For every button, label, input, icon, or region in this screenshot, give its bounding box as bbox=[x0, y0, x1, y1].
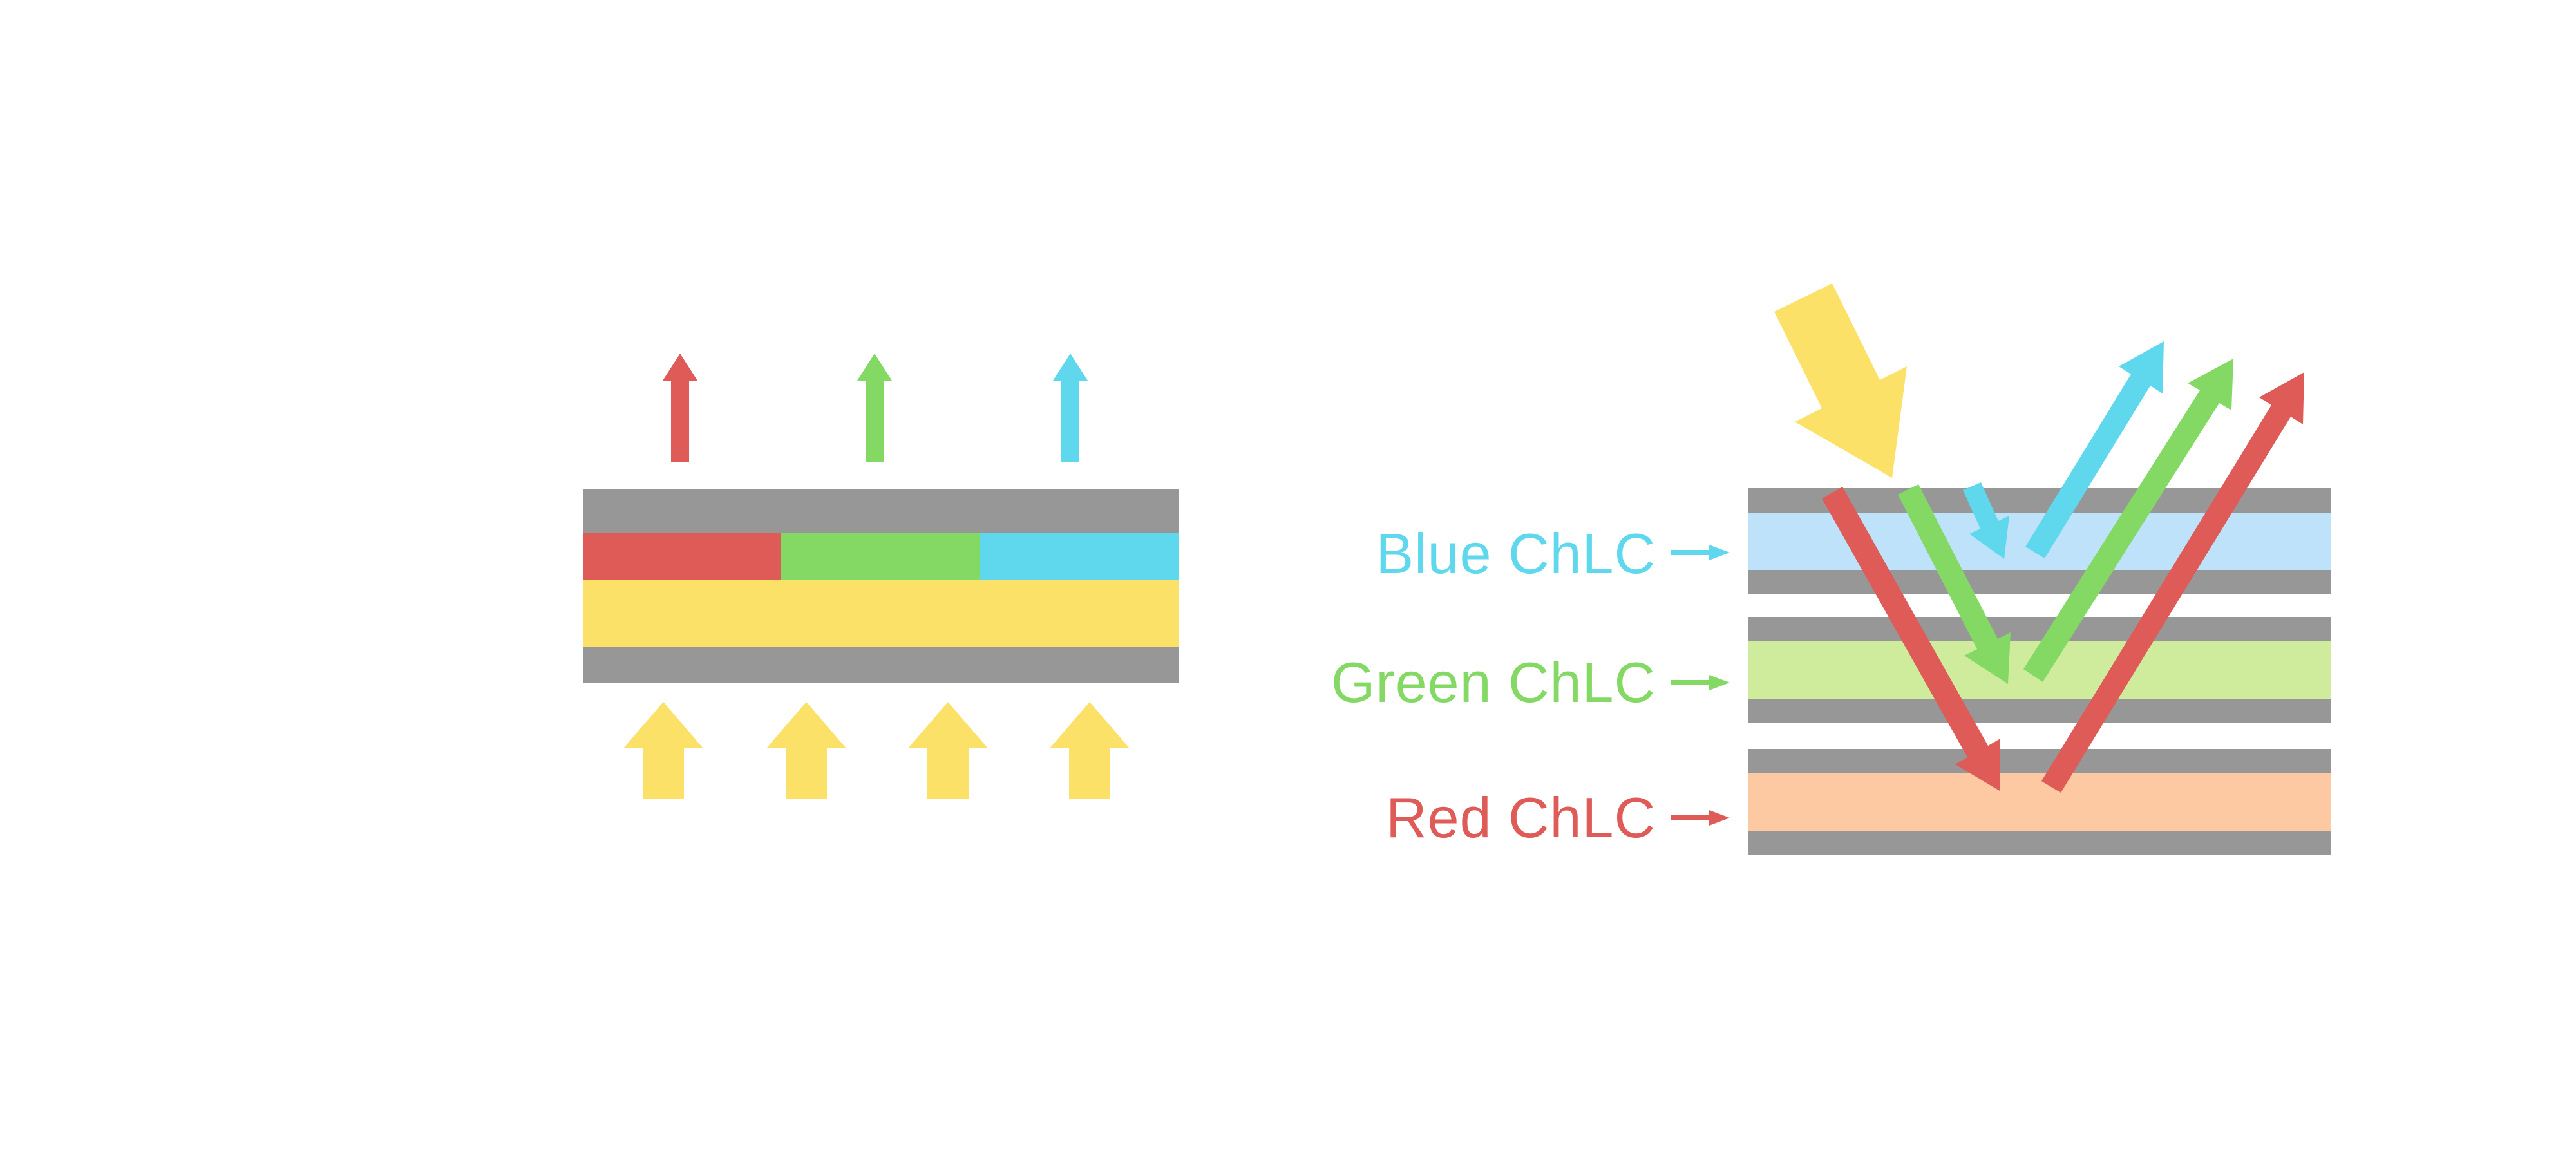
left-bottom-substrate-bar bbox=[583, 647, 1179, 683]
left-cyan-pixel-segment bbox=[980, 533, 1179, 580]
green-chlc-label: Green ChLC bbox=[1331, 650, 1656, 714]
green-transmitted-down-arrow-icon bbox=[1898, 484, 2011, 684]
blue-label-arrow-icon bbox=[1671, 545, 1730, 560]
green-panel-top-bar bbox=[1748, 617, 2331, 641]
red-panel-top-bar bbox=[1748, 749, 2331, 773]
left-red-up-arrow-icon bbox=[663, 354, 697, 462]
left-yellow-lc-layer bbox=[583, 580, 1179, 647]
red-transmitted-down-arrow-icon bbox=[1822, 487, 2000, 791]
green-label-arrow-icon bbox=[1671, 675, 1730, 690]
green-panel-bottom-bar bbox=[1748, 699, 2331, 723]
left-top-substrate-bar bbox=[583, 489, 1179, 533]
backlight-up-arrow-icon bbox=[766, 702, 846, 799]
cyan-reflected-up-arrow-icon bbox=[2025, 341, 2164, 558]
red-label-arrow-icon bbox=[1671, 810, 1730, 826]
left-cyan-up-arrow-icon bbox=[1053, 354, 1088, 462]
red-chlc-layer bbox=[1748, 773, 2331, 831]
left-red-pixel-segment bbox=[583, 533, 781, 580]
left-green-pixel-segment bbox=[781, 533, 980, 580]
green-reflected-up-arrow-icon bbox=[2023, 359, 2233, 682]
right-diagram: Blue ChLC Green ChLC Red ChLC bbox=[1331, 283, 2331, 855]
blue-panel-bottom-bar bbox=[1748, 570, 2331, 594]
backlight-up-arrow-icon bbox=[908, 702, 988, 799]
red-reflected-up-arrow-icon bbox=[2041, 372, 2304, 793]
red-chlc-label: Red ChLC bbox=[1386, 786, 1656, 849]
blue-chlc-label: Blue ChLC bbox=[1376, 522, 1656, 585]
backlight-up-arrow-icon bbox=[623, 702, 703, 799]
left-green-up-arrow-icon bbox=[857, 354, 892, 462]
red-panel-bottom-bar bbox=[1748, 831, 2331, 855]
left-diagram bbox=[583, 354, 1179, 799]
cyan-refracted-down-arrow-icon bbox=[1963, 482, 2009, 559]
backlight-up-arrow-icon bbox=[1050, 702, 1130, 799]
incident-light-arrow-icon bbox=[1774, 283, 1907, 478]
